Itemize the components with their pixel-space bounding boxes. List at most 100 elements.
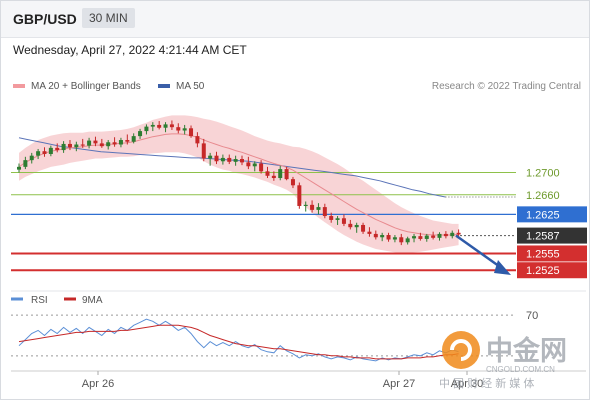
candle-body xyxy=(386,235,391,240)
candle-body xyxy=(405,238,410,243)
candle-body xyxy=(240,159,244,163)
candle-body xyxy=(214,155,219,162)
candle-body xyxy=(450,232,455,237)
level-label-box xyxy=(517,245,587,262)
candle-body xyxy=(80,144,85,146)
candle-body xyxy=(157,124,162,128)
candle-body xyxy=(138,131,143,137)
candle-body xyxy=(55,147,60,151)
x-tick-label: Apr 27 xyxy=(383,378,415,390)
candle-body xyxy=(316,207,321,210)
watermark-site-text: CNGOLD.COM.CN xyxy=(486,365,555,374)
candle-body xyxy=(169,124,174,128)
level-label-box xyxy=(517,206,587,223)
candle-body xyxy=(278,169,283,179)
candle-body xyxy=(424,235,429,239)
candle-body xyxy=(380,235,385,238)
watermark-logo: 中金网 CNGOLD.COM.CN 中 国 财 经 新 媒 体 xyxy=(439,331,567,390)
candle-body xyxy=(310,204,315,210)
level-label-box xyxy=(517,262,587,279)
candle-body xyxy=(297,185,302,206)
candle-body xyxy=(341,218,346,224)
ma50-swatch xyxy=(158,84,170,89)
level-label: 1.2660 xyxy=(526,190,560,202)
forecast-arrowhead xyxy=(494,260,511,275)
watermark-logo-swirl xyxy=(450,339,472,361)
research-credit: Research © 2022 Trading Central xyxy=(431,81,581,92)
candle-body xyxy=(373,233,378,238)
candle-body xyxy=(48,147,53,154)
rsi-tick-label: 70 xyxy=(526,310,538,322)
candle-body xyxy=(29,155,34,161)
ma9-legend-label: 9MA xyxy=(82,295,103,306)
candle-body xyxy=(367,231,372,234)
candle-body xyxy=(99,143,104,147)
candle-body xyxy=(182,128,187,131)
candle-body xyxy=(144,126,149,132)
candle-body xyxy=(329,216,334,220)
candle-body xyxy=(220,157,225,162)
currency-pair: GBP/USD xyxy=(13,11,77,27)
candle-body xyxy=(67,143,72,148)
candle-body xyxy=(443,233,448,237)
watermark-brand-text: 中金网 xyxy=(486,335,567,366)
candle-body xyxy=(189,128,194,137)
x-tick-label: Apr 26 xyxy=(82,378,114,390)
candle-body xyxy=(87,140,92,146)
legend-ma20: MA 20 + Bollinger Bands xyxy=(13,81,141,92)
level-label: 1.2555 xyxy=(526,248,560,260)
candle-body xyxy=(290,179,295,186)
chart-header: GBP/USD 30 MIN xyxy=(1,1,589,38)
candle-body xyxy=(348,223,353,228)
x-tick-label: Apr 30 xyxy=(451,378,483,390)
rsi-legend-label: RSI xyxy=(31,295,48,306)
candle-body xyxy=(106,142,111,147)
candle-body xyxy=(252,163,257,167)
level-label: 1.2700 xyxy=(526,167,560,179)
level-label: 1.2525 xyxy=(526,265,560,277)
ma50-legend-label: MA 50 xyxy=(176,81,205,92)
candle-body xyxy=(42,151,47,154)
bollinger-band xyxy=(19,115,459,253)
level-label-box xyxy=(517,227,587,244)
legend-ma50: MA 50 xyxy=(158,81,204,92)
candle-body xyxy=(125,140,130,142)
candle-body xyxy=(418,236,423,239)
candle-body xyxy=(74,144,79,148)
candle-body xyxy=(36,151,41,156)
candle-body xyxy=(265,171,270,176)
candle-body xyxy=(437,233,442,238)
level-label: 1.2625 xyxy=(526,209,560,221)
candle-body xyxy=(431,235,436,238)
ma20-line xyxy=(18,133,459,236)
candle-body xyxy=(246,162,251,167)
timeframe-badge[interactable]: 30 MIN xyxy=(82,8,135,28)
candle-body xyxy=(195,136,200,144)
rsi-ma9-line xyxy=(18,324,459,360)
candle-body xyxy=(335,218,340,220)
watermark-slogan-text: 中 国 财 经 新 媒 体 xyxy=(439,376,534,390)
candle-body xyxy=(233,159,238,162)
candle-body xyxy=(163,124,168,128)
candle-body xyxy=(93,140,98,144)
candle-body xyxy=(361,224,366,232)
watermark: 中金网 CNGOLD.COM.CN 中 国 财 经 新 媒 体 xyxy=(438,328,588,390)
candle-body xyxy=(208,155,213,159)
rsi-line xyxy=(18,318,459,362)
candle-body xyxy=(392,237,397,240)
candle-body xyxy=(303,204,308,206)
candle-body xyxy=(227,157,232,162)
candle-body xyxy=(118,140,123,145)
ma20-swatch xyxy=(13,84,25,89)
chart-timestamp: Wednesday, April 27, 2022 4:21:44 AM CET xyxy=(13,43,247,57)
level-label: 1.2587 xyxy=(526,231,560,243)
candle-body xyxy=(150,124,155,127)
candle-body xyxy=(61,143,66,151)
candle-body xyxy=(271,175,276,179)
candle-body xyxy=(284,169,289,180)
candle-body xyxy=(354,224,359,228)
ma50-line xyxy=(18,137,446,198)
candle-body xyxy=(456,232,461,235)
